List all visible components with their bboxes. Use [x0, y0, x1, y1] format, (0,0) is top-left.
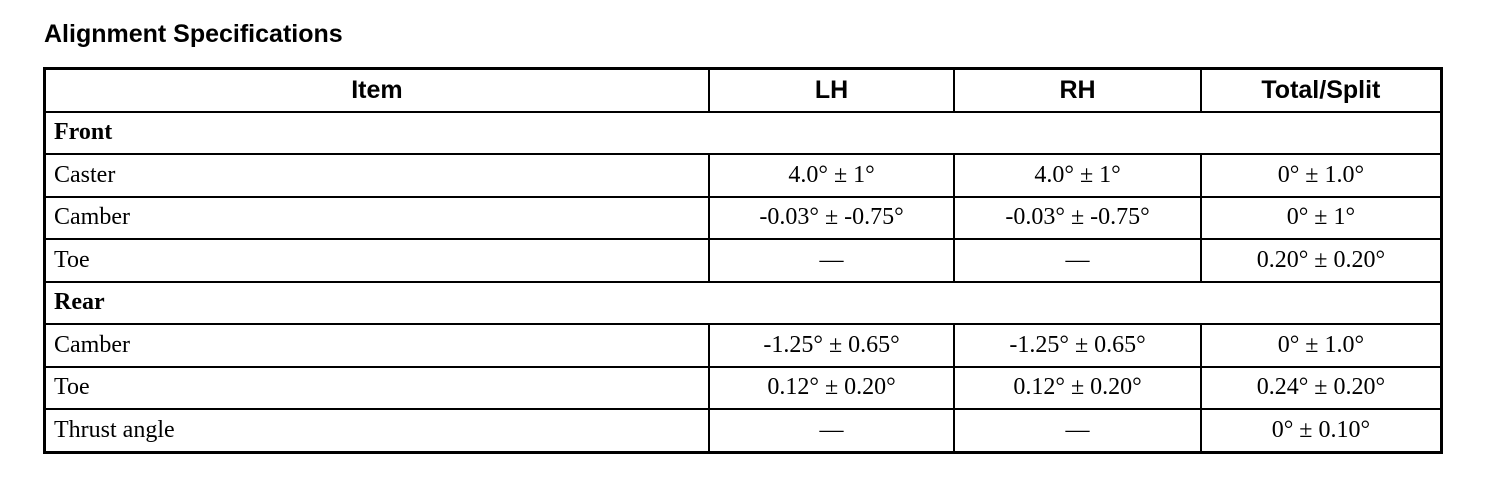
alignment-table: Item LH RH Total/Split Front Caster 4.0° ±…: [43, 67, 1443, 454]
rh-cell: —: [953, 238, 1202, 283]
header-rh: RH: [953, 67, 1202, 113]
section-row: Front: [43, 110, 1443, 155]
table-row: Camber -1.25° ± 0.65° -1.25° ± 0.65° 0° ± 1…: [43, 323, 1443, 368]
rh-cell: 0.12° ± 0.20°: [953, 365, 1202, 410]
item-cell: Toe: [43, 365, 710, 410]
header-lh: LH: [707, 67, 956, 113]
header-total-split: Total/Split: [1199, 67, 1443, 113]
rh-cell: —: [953, 408, 1202, 453]
item-cell: Thrust angle: [43, 408, 710, 453]
header-item: Item: [43, 67, 710, 113]
lh-cell: 4.0° ± 1°: [707, 153, 956, 198]
total-split-cell: 0° ± 1.0°: [1199, 323, 1443, 368]
item-cell: Toe: [43, 238, 710, 283]
item-cell: Camber: [43, 323, 710, 368]
total-split-cell: 0.20° ± 0.20°: [1199, 238, 1443, 283]
lh-cell: -0.03° ± -0.75°: [707, 195, 956, 240]
header-row: Item LH RH Total/Split: [43, 67, 1443, 113]
rh-cell: -1.25° ± 0.65°: [953, 323, 1202, 368]
item-cell: Camber: [43, 195, 710, 240]
item-cell: Caster: [43, 153, 710, 198]
lh-cell: —: [707, 238, 956, 283]
lh-cell: -1.25° ± 0.65°: [707, 323, 956, 368]
table-row: Camber -0.03° ± -0.75° -0.03° ± -0.75° 0° ±…: [43, 195, 1443, 240]
total-split-cell: 0° ± 0.10°: [1199, 408, 1443, 453]
total-split-cell: 0.24° ± 0.20°: [1199, 365, 1443, 410]
section-heading: Front: [43, 110, 1443, 155]
section-heading: Rear: [43, 280, 1443, 325]
table-row: Toe 0.12° ± 0.20° 0.12° ± 0.20° 0.24° ± 0.2…: [43, 365, 1443, 410]
table-row: Caster 4.0° ± 1° 4.0° ± 1° 0° ± 1.0°: [43, 153, 1443, 198]
page-title: Alignment Specifications: [44, 20, 343, 48]
total-split-cell: 0° ± 1.0°: [1199, 153, 1443, 198]
rh-cell: 4.0° ± 1°: [953, 153, 1202, 198]
lh-cell: 0.12° ± 0.20°: [707, 365, 956, 410]
section-row: Rear: [43, 280, 1443, 325]
table-row: Thrust angle — —0° ± 0.10°: [43, 408, 1443, 453]
table-row: Toe — —0.20° ± 0.20°: [43, 238, 1443, 283]
rh-cell: -0.03° ± -0.75°: [953, 195, 1202, 240]
lh-cell: —: [707, 408, 956, 453]
total-split-cell: 0° ± 1°: [1199, 195, 1443, 240]
